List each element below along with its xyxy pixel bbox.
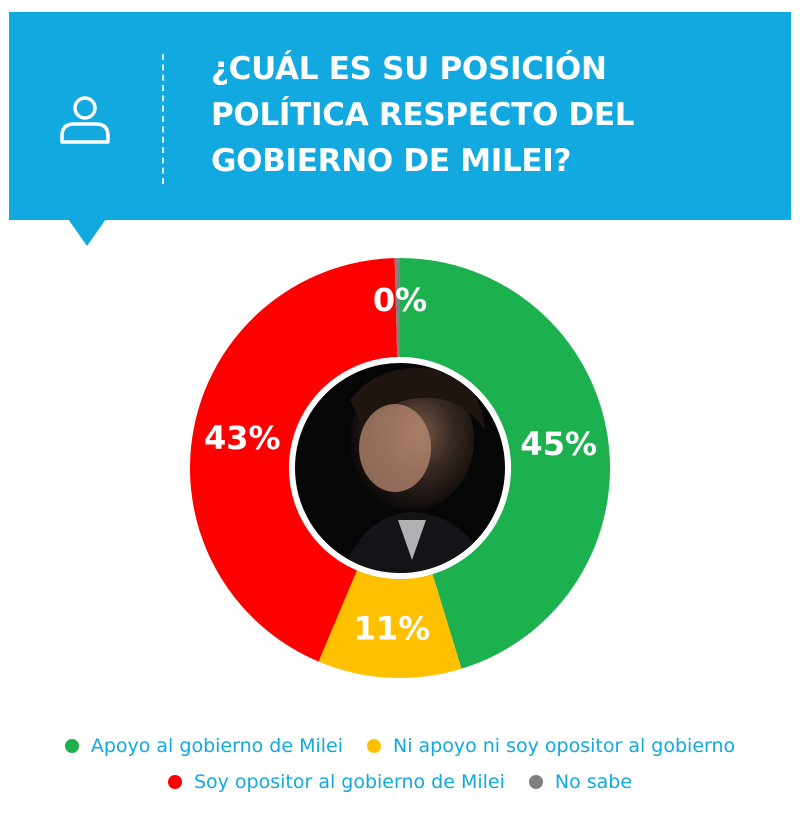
- legend-dot-yellow: [367, 739, 381, 753]
- legend-item-no-sabe: No sabe: [528, 771, 633, 793]
- donut-chart: 45% 11% 43% 0%: [189, 258, 611, 678]
- legend-dot-red: [167, 775, 182, 789]
- legend-dot-gray: [528, 775, 543, 789]
- chart-title: ¿CUÁL ES SU POSICIÓN POLÍTICA RESPECTO D…: [211, 51, 635, 179]
- donut-slice-0: [400, 258, 611, 669]
- legend-item-opositor: Soy opositor al gobierno de Milei: [167, 771, 505, 793]
- chart-legend: Apoyo al gobierno de Milei Ni apoyo ni s…: [0, 728, 800, 800]
- legend-row: Soy opositor al gobierno de Milei No sab…: [0, 764, 800, 800]
- slice-value-label: 0%: [373, 281, 427, 319]
- slice-value-label: 45%: [520, 425, 597, 463]
- legend-dot-green: [64, 739, 79, 753]
- legend-label: Apoyo al gobierno de Milei: [90, 735, 343, 757]
- legend-label: Ni apoyo ni soy opositor al gobierno: [393, 735, 736, 757]
- header-pointer: [68, 219, 106, 246]
- legend-row: Apoyo al gobierno de Milei Ni apoyo ni s…: [0, 728, 800, 764]
- donut-slice-3: [394, 258, 400, 358]
- slice-value-label: 11%: [354, 609, 431, 647]
- header-divider: [162, 54, 164, 184]
- legend-label: No sabe: [554, 771, 633, 793]
- donut-slice-1: [318, 570, 462, 678]
- user-icon: [60, 96, 110, 144]
- portrait-photo: [295, 363, 505, 573]
- legend-item-apoyo: Apoyo al gobierno de Milei: [64, 735, 343, 757]
- legend-item-neutral: Ni apoyo ni soy opositor al gobierno: [367, 735, 735, 757]
- donut-slice-2: [189, 258, 398, 662]
- header-banner: [9, 12, 791, 220]
- legend-label: Soy opositor al gobierno de Milei: [193, 771, 505, 793]
- slice-value-label: 43%: [204, 419, 281, 457]
